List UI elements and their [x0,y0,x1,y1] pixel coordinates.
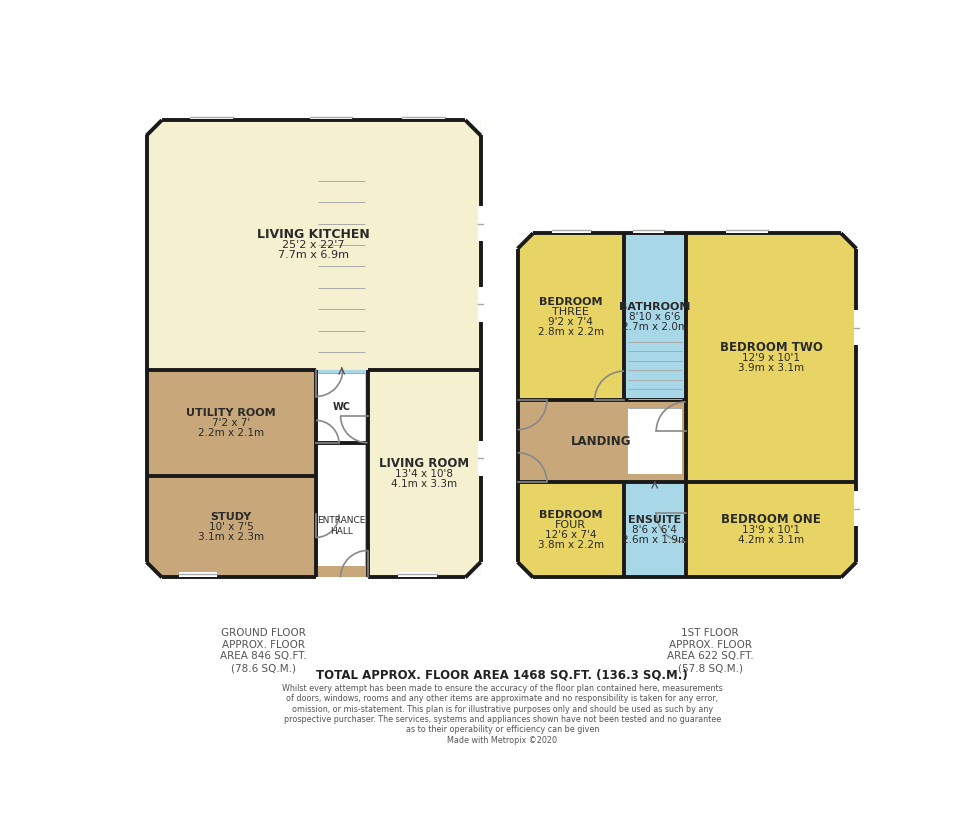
Bar [686,482,857,577]
Text: THREE: THREE [553,307,589,317]
Text: BEDROOM: BEDROOM [539,510,603,520]
Text: 2.6m x 1.9m: 2.6m x 1.9m [621,534,688,544]
Text: 2.7m x 2.0m: 2.7m x 2.0m [621,322,688,332]
Bar [517,401,686,482]
Polygon shape [147,120,162,135]
Bar [624,482,686,577]
Text: LANDING: LANDING [571,434,632,447]
Bar [318,374,366,566]
Text: 7'2 x 7': 7'2 x 7' [212,418,250,428]
Text: 12'6 x 7'4: 12'6 x 7'4 [545,530,597,539]
Text: 3.8m x 2.2m: 3.8m x 2.2m [538,539,604,550]
Bar [316,369,368,443]
Bar [478,441,483,476]
Bar [316,369,368,577]
Bar [855,310,858,345]
Text: 3.1m x 2.3m: 3.1m x 2.3m [198,532,265,542]
Text: Whilst every attempt has been made to ensure the accuracy of the floor plan cont: Whilst every attempt has been made to en… [282,684,722,745]
Text: 13'9 x 10'1: 13'9 x 10'1 [742,525,800,534]
Text: WC: WC [332,401,351,411]
Bar [190,115,233,119]
Text: 9'2 x 7'4: 9'2 x 7'4 [549,317,593,327]
Text: 8'10 x 6'6: 8'10 x 6'6 [629,312,680,322]
Bar [147,369,316,476]
Text: 7.7m x 6.9m: 7.7m x 6.9m [278,250,349,259]
Text: BEDROOM TWO: BEDROOM TWO [719,341,822,354]
Text: FOUR: FOUR [556,520,586,530]
Bar [310,115,352,119]
Polygon shape [841,562,857,577]
Text: 13'4 x 10'8: 13'4 x 10'8 [395,469,453,479]
Bar [398,572,437,576]
Text: 3.9m x 3.1m: 3.9m x 3.1m [738,363,804,373]
Text: 4.1m x 3.3m: 4.1m x 3.3m [391,479,457,488]
Text: ENTRANCE
HALL: ENTRANCE HALL [318,516,366,535]
Text: UTILITY ROOM: UTILITY ROOM [186,408,276,418]
Bar [553,228,591,232]
Text: LIVING ROOM: LIVING ROOM [379,457,469,470]
Text: 1ST FLOOR
APPROX. FLOOR
AREA 622 SQ.FT.
(57.8 SQ.M.): 1ST FLOOR APPROX. FLOOR AREA 622 SQ.FT. … [666,628,754,673]
Bar [517,482,624,577]
Polygon shape [147,562,162,577]
Bar [517,233,624,401]
Bar [725,228,768,232]
Bar [478,287,483,322]
Text: 8'6 x 6'4: 8'6 x 6'4 [632,525,677,534]
Polygon shape [841,233,857,249]
Text: 2.2m x 2.1m: 2.2m x 2.1m [198,428,265,438]
Bar [686,233,857,482]
Text: 25'2 x 22'7: 25'2 x 22'7 [282,240,345,250]
Bar [633,228,664,232]
Text: STUDY: STUDY [211,511,252,521]
Polygon shape [466,120,480,135]
Text: BATHROOM: BATHROOM [619,302,690,312]
Text: ENSUITE: ENSUITE [628,515,681,525]
Bar [624,233,686,401]
Bar [478,206,483,241]
Text: 12'9 x 10'1: 12'9 x 10'1 [742,353,800,363]
Bar [855,491,858,526]
Text: LIVING KITCHEN: LIVING KITCHEN [257,228,370,241]
Bar [628,408,682,475]
Text: TOTAL APPROX. FLOOR AREA 1468 SQ.FT. (136.3 SQ.M.): TOTAL APPROX. FLOOR AREA 1468 SQ.FT. (13… [317,668,688,681]
Text: 4.2m x 3.1m: 4.2m x 3.1m [738,534,804,544]
Polygon shape [466,562,480,577]
Bar [178,572,218,576]
Polygon shape [517,562,533,577]
Text: BEDROOM: BEDROOM [539,297,603,307]
Text: 2.8m x 2.2m: 2.8m x 2.2m [538,327,604,337]
Polygon shape [517,233,533,249]
Bar [368,369,480,577]
Bar [147,120,480,369]
Bar [402,115,445,119]
Text: BEDROOM ONE: BEDROOM ONE [721,513,821,526]
Text: 10' x 7'5: 10' x 7'5 [209,521,254,532]
Bar [147,476,316,577]
Text: GROUND FLOOR
APPROX. FLOOR
AREA 846 SQ.FT.
(78.6 SQ.M.): GROUND FLOOR APPROX. FLOOR AREA 846 SQ.F… [220,628,307,673]
